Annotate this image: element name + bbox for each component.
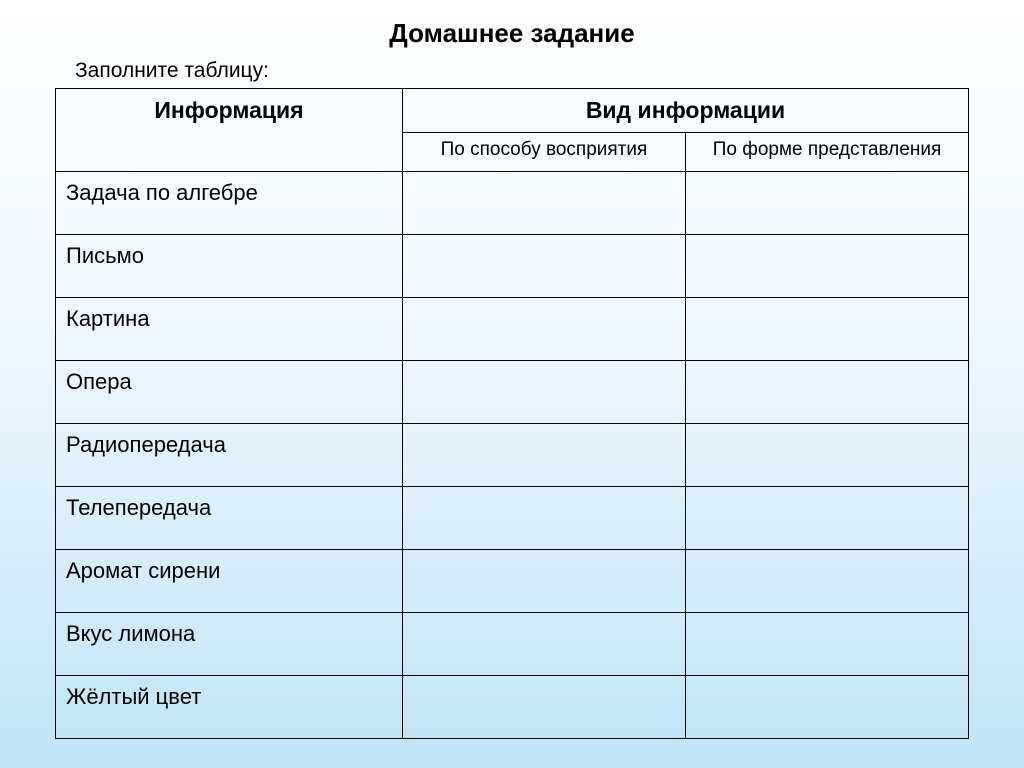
- row-label: Радиопередача: [56, 424, 403, 487]
- table-row: Письмо: [56, 235, 969, 298]
- row-label: Жёлтый цвет: [56, 676, 403, 739]
- table-row: Картина: [56, 298, 969, 361]
- instruction-text: Заполните таблицу:: [75, 59, 1024, 83]
- table-row: Жёлтый цвет: [56, 676, 969, 739]
- cell-presentation: [685, 361, 968, 424]
- table-row: Вкус лимона: [56, 613, 969, 676]
- cell-presentation: [685, 172, 968, 235]
- header-type: Вид информации: [402, 89, 968, 133]
- table-row: Задача по алгебре: [56, 172, 969, 235]
- cell-perception: [402, 172, 685, 235]
- row-label: Письмо: [56, 235, 403, 298]
- row-label: Опера: [56, 361, 403, 424]
- subheader-presentation: По форме представления: [685, 133, 968, 172]
- cell-presentation: [685, 235, 968, 298]
- row-label: Вкус лимона: [56, 613, 403, 676]
- cell-perception: [402, 298, 685, 361]
- row-label: Картина: [56, 298, 403, 361]
- homework-table: Информация Вид информации По способу вос…: [55, 88, 969, 739]
- cell-perception: [402, 487, 685, 550]
- cell-perception: [402, 424, 685, 487]
- header-information: Информация: [56, 89, 403, 172]
- cell-perception: [402, 613, 685, 676]
- cell-presentation: [685, 613, 968, 676]
- subheader-perception: По способу восприятия: [402, 133, 685, 172]
- cell-presentation: [685, 676, 968, 739]
- cell-presentation: [685, 298, 968, 361]
- table-row: Радиопередача: [56, 424, 969, 487]
- cell-presentation: [685, 550, 968, 613]
- table-container: Информация Вид информации По способу вос…: [55, 88, 969, 739]
- row-label: Аромат сирени: [56, 550, 403, 613]
- cell-perception: [402, 676, 685, 739]
- table-row: Опера: [56, 361, 969, 424]
- cell-presentation: [685, 487, 968, 550]
- row-label: Задача по алгебре: [56, 172, 403, 235]
- cell-perception: [402, 361, 685, 424]
- table-row: Аромат сирени: [56, 550, 969, 613]
- cell-perception: [402, 550, 685, 613]
- cell-presentation: [685, 424, 968, 487]
- row-label: Телепередача: [56, 487, 403, 550]
- table-body: Задача по алгебре Письмо Картина Опера Р: [56, 172, 969, 739]
- page-title: Домашнее задание: [0, 0, 1024, 59]
- table-row: Телепередача: [56, 487, 969, 550]
- cell-perception: [402, 235, 685, 298]
